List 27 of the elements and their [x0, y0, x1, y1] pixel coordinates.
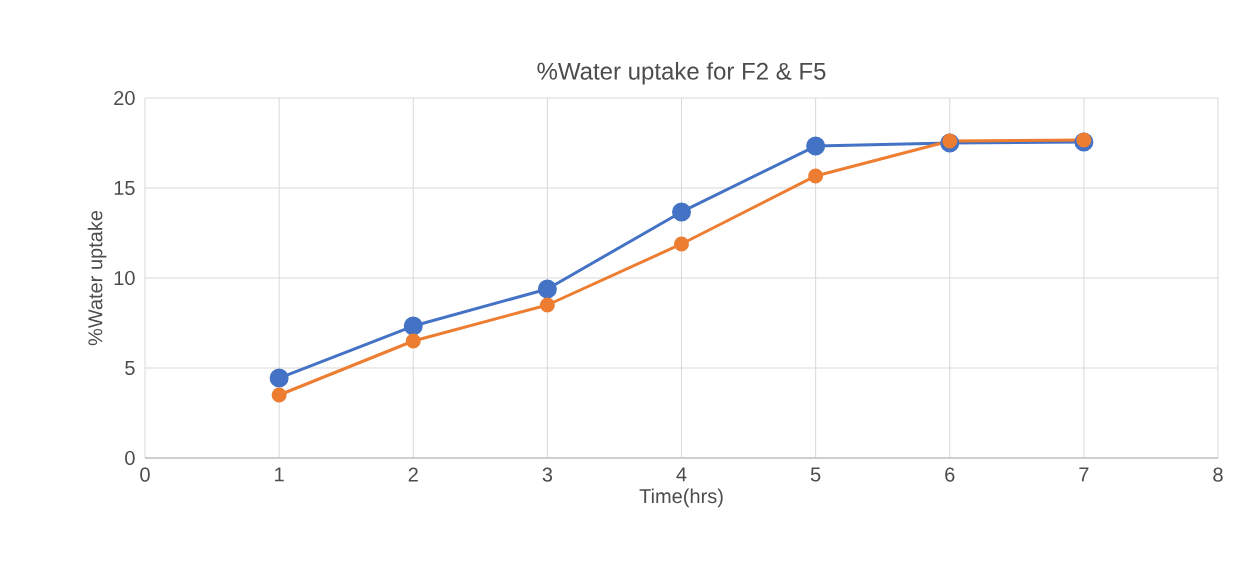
- x-tick-label: 3: [542, 467, 553, 482]
- point: [271, 387, 287, 403]
- chart-title: %Water uptake for F2 & F5: [537, 62, 826, 85]
- point: [269, 368, 289, 388]
- x-tick-label: 0: [140, 467, 150, 482]
- point: [403, 316, 423, 336]
- point: [672, 202, 691, 222]
- x-tick-label: 4: [676, 467, 687, 482]
- point: [808, 168, 824, 184]
- x-tick-label: 1: [275, 467, 284, 482]
- y-tick-label: 20: [114, 90, 135, 106]
- x-tick-label: 7: [1079, 467, 1089, 482]
- y-tick-label: 0: [125, 450, 135, 466]
- y-tick-label: 5: [125, 361, 135, 375]
- x-tick-label: 2: [408, 467, 418, 482]
- y-tick-label: 15: [114, 181, 135, 195]
- y-axis-title: %Water uptake: [87, 210, 107, 346]
- point: [539, 297, 555, 313]
- point: [806, 136, 826, 156]
- point: [405, 333, 421, 349]
- point: [537, 279, 557, 299]
- point: [674, 236, 690, 252]
- x-axis-title: Time(hrs): [639, 488, 723, 508]
- x-tick-label: 5: [810, 467, 821, 482]
- x-tick-label: 6: [945, 467, 955, 482]
- x-tick-label: 8: [1213, 467, 1223, 482]
- y-tick-label: 10: [114, 270, 135, 286]
